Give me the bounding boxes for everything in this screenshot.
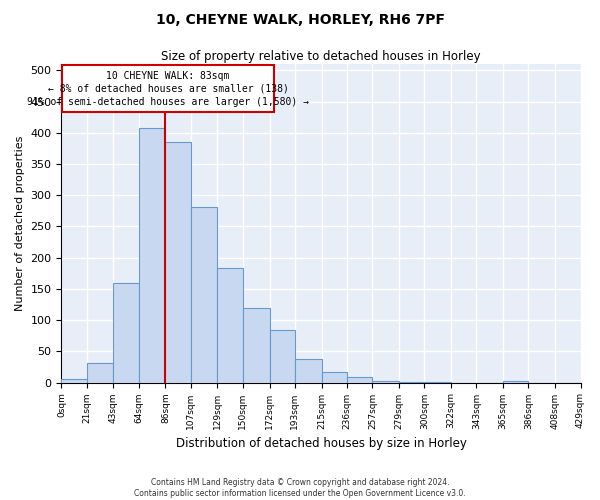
Bar [87,362,113,382]
Bar [373,380,399,382]
Bar [166,142,191,382]
Bar [139,128,166,382]
Bar [62,66,274,112]
Bar [503,380,529,382]
Text: ← 8% of detached houses are smaller (138): ← 8% of detached houses are smaller (138… [48,84,289,94]
Bar [322,372,347,382]
Bar [113,282,139,382]
Bar [191,206,217,382]
Bar [269,330,295,382]
Text: 91% of semi-detached houses are larger (1,580) →: 91% of semi-detached houses are larger (… [27,96,309,106]
Text: Contains HM Land Registry data © Crown copyright and database right 2024.
Contai: Contains HM Land Registry data © Crown c… [134,478,466,498]
Text: 10 CHEYNE WALK: 83sqm: 10 CHEYNE WALK: 83sqm [106,71,230,81]
Y-axis label: Number of detached properties: Number of detached properties [15,136,25,311]
Bar [295,359,322,382]
X-axis label: Distribution of detached houses by size in Horley: Distribution of detached houses by size … [176,437,466,450]
Bar [217,268,243,382]
Text: 10, CHEYNE WALK, HORLEY, RH6 7PF: 10, CHEYNE WALK, HORLEY, RH6 7PF [155,12,445,26]
Bar [243,308,269,382]
Bar [61,380,87,382]
Bar [347,377,373,382]
Title: Size of property relative to detached houses in Horley: Size of property relative to detached ho… [161,50,481,63]
